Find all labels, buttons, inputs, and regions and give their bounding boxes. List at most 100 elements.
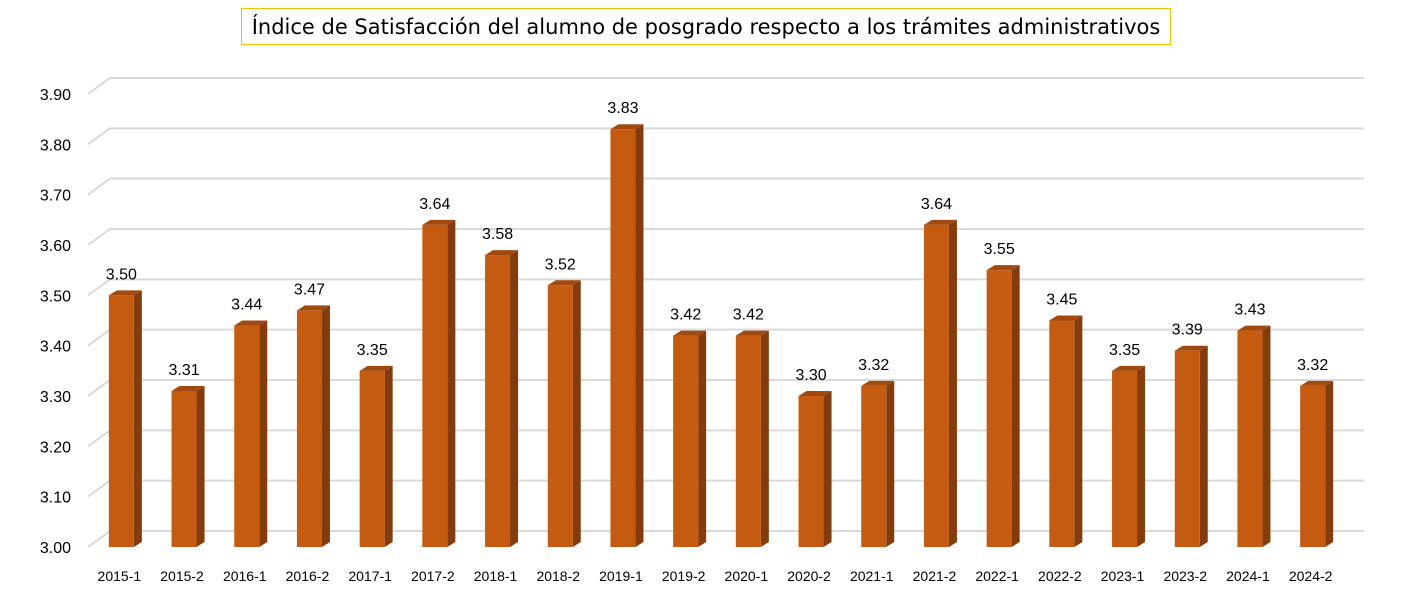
bar-2017-2	[422, 219, 456, 547]
x-tick-label-2018-2: 2018-2	[536, 568, 580, 584]
bar-side	[886, 380, 895, 547]
data-labels: 3.50 3.31 3.44 3.47 3.35 3.64 3.58 3.52 3.83 3.42…	[106, 100, 1329, 384]
y-tick-label: 3.30	[40, 389, 71, 406]
bar-2019-1	[610, 124, 644, 547]
bar-side	[1137, 365, 1146, 547]
bar-front	[1174, 350, 1200, 547]
bar-side	[384, 365, 393, 547]
bar-2015-1	[108, 290, 142, 547]
grid-line	[87, 127, 1364, 146]
data-label-2016-1: 3.44	[231, 297, 262, 314]
bar-top	[735, 330, 769, 336]
x-tick-label-2020-2: 2020-2	[787, 568, 831, 584]
bar-2015-2	[171, 385, 205, 547]
bar-side	[447, 219, 456, 547]
bar-top	[171, 385, 205, 391]
bar-front	[422, 224, 448, 547]
bar-front	[861, 385, 887, 547]
bar-side	[1325, 380, 1334, 547]
bar-top	[861, 380, 895, 386]
chart-title: Índice de Satisfacción del alumno de pos…	[241, 8, 1171, 45]
data-label-2015-2: 3.31	[168, 362, 199, 379]
bar-2018-1	[485, 250, 519, 548]
data-label-2017-2: 3.64	[419, 196, 450, 213]
data-label-2019-2: 3.42	[670, 307, 701, 324]
bar-front	[923, 224, 949, 547]
data-label-2020-1: 3.42	[733, 307, 764, 324]
x-tick-label-2016-2: 2016-2	[286, 568, 330, 584]
data-label-2023-1: 3.35	[1109, 342, 1140, 359]
grid-lines	[87, 77, 1364, 548]
x-tick-label-2016-1: 2016-1	[223, 568, 267, 584]
bar-top	[1112, 365, 1146, 371]
bar-top	[234, 320, 268, 326]
bar-2024-2	[1300, 380, 1334, 547]
bar-side	[259, 320, 268, 547]
bar-2022-2	[1049, 315, 1083, 547]
data-label-2019-1: 3.83	[607, 100, 638, 117]
x-tick-label-2021-1: 2021-1	[850, 568, 894, 584]
bar-top	[108, 290, 142, 296]
bar-front	[1237, 330, 1263, 547]
y-tick-label: 3.10	[40, 490, 71, 507]
bar-front	[735, 335, 761, 547]
bar-top	[422, 219, 456, 225]
data-label-2018-1: 3.58	[482, 226, 513, 243]
x-tick-label-2024-1: 2024-1	[1226, 568, 1270, 584]
bar-top	[296, 305, 330, 311]
x-tick-label-2020-1: 2020-1	[725, 568, 769, 584]
x-tick-label-2018-1: 2018-1	[474, 568, 518, 584]
data-label-2021-2: 3.64	[921, 196, 952, 213]
data-label-2015-1: 3.50	[106, 266, 137, 283]
bar-top	[1300, 380, 1334, 386]
bar-side	[1011, 265, 1020, 547]
data-label-2017-1: 3.35	[357, 342, 388, 359]
y-tick-label: 3.00	[40, 540, 71, 557]
bar-2019-2	[673, 330, 707, 547]
x-tick-label-2019-1: 2019-1	[599, 568, 643, 584]
bar-front	[798, 396, 824, 547]
bar-2016-1	[234, 320, 268, 547]
bar-front	[171, 390, 197, 547]
bar-front	[234, 325, 260, 547]
bar-front	[296, 310, 322, 547]
grid-line	[87, 530, 1364, 548]
bar-2021-1	[861, 380, 895, 547]
bar-front	[547, 285, 573, 547]
x-tick-label-2019-2: 2019-2	[662, 568, 706, 584]
bar-front	[108, 295, 134, 547]
bar-front	[610, 129, 636, 547]
y-tick-label: 3.50	[40, 288, 71, 305]
bar-side	[572, 280, 581, 547]
x-tick-label-2017-1: 2017-1	[348, 568, 392, 584]
grid-line	[87, 278, 1364, 297]
y-axis-ticks: 3.00 3.10 3.20 3.30 3.40 3.50 3.60 3.70 3.80 3.90	[40, 87, 71, 557]
x-tick-label-2024-2: 2024-2	[1289, 568, 1333, 584]
bar-2017-1	[359, 365, 393, 547]
bar-front	[359, 370, 385, 547]
bar-top	[547, 280, 581, 286]
data-label-2016-2: 3.47	[294, 281, 325, 298]
data-label-2018-2: 3.52	[545, 256, 576, 273]
x-tick-label-2015-1: 2015-1	[98, 568, 142, 584]
data-label-2024-2: 3.32	[1297, 357, 1328, 374]
x-tick-label-2023-1: 2023-1	[1101, 568, 1145, 584]
bar-top	[1049, 315, 1083, 321]
y-tick-label: 3.90	[40, 87, 71, 104]
y-tick-label: 3.80	[40, 137, 71, 154]
grid-line	[87, 429, 1364, 448]
data-label-2021-1: 3.32	[858, 357, 889, 374]
y-tick-label: 3.20	[40, 439, 71, 456]
bar-top	[673, 330, 707, 336]
grid-line	[87, 77, 1364, 95]
bar-2022-1	[986, 265, 1020, 547]
bar-side	[948, 219, 957, 547]
bar-side	[635, 124, 644, 547]
x-tick-label-2022-2: 2022-2	[1038, 568, 1082, 584]
x-tick-label-2017-2: 2017-2	[411, 568, 455, 584]
bar-side	[823, 391, 832, 547]
x-tick-label-2022-1: 2022-1	[975, 568, 1019, 584]
bar-side	[698, 330, 707, 547]
grid-line	[87, 177, 1364, 196]
